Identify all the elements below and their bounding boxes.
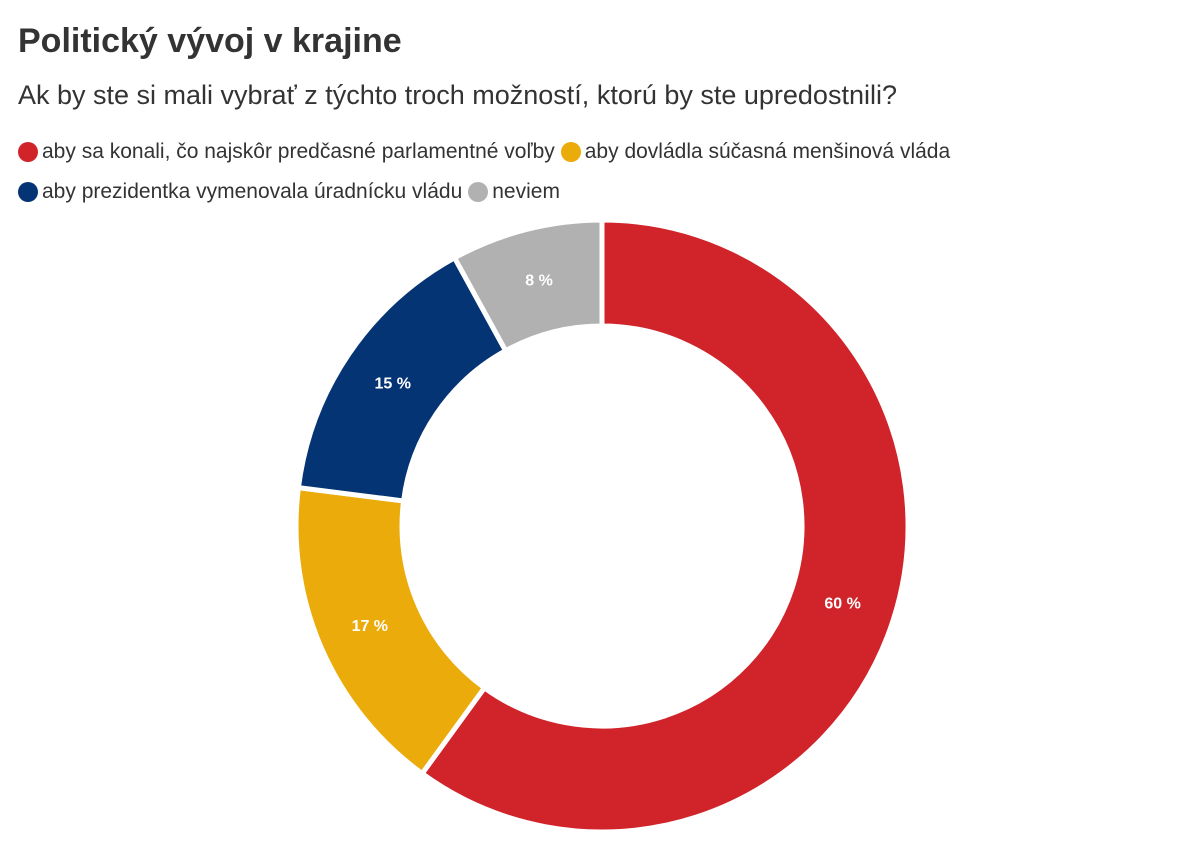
slice-1[interactable]: [293, 485, 487, 777]
slice-label-3: 8 %: [525, 272, 553, 289]
slice-0[interactable]: [419, 217, 911, 835]
legend-label: neviem: [492, 180, 560, 203]
slice-label-2: 15 %: [375, 375, 411, 392]
legend-dot-gray: [468, 182, 489, 202]
legend-label: aby sa konali, čo najskôr predčasné parl…: [42, 140, 555, 163]
donut-chart: 60 % 17 % 15 % 8 %: [293, 217, 911, 835]
legend-dot-red: [18, 142, 38, 162]
legend-dot-yellow: [560, 142, 581, 162]
legend-dot-blue: [18, 182, 38, 202]
legend-item-neviem[interactable]: neviem: [468, 180, 560, 204]
slice-label-1: 17 %: [352, 618, 388, 635]
chart-title: Politický vývoj v krajine: [18, 22, 402, 60]
slice-3[interactable]: [452, 217, 605, 354]
slice-label-0: 60 %: [824, 596, 860, 613]
legend-item-mensinova-vlada[interactable]: aby dovládla súčasná menšinová vláda: [560, 140, 951, 164]
legend-label: aby prezidentka vymenovala úradnícku vlá…: [42, 180, 463, 203]
legend-item-predcasne-volby[interactable]: aby sa konali, čo najskôr predčasné parl…: [18, 140, 555, 164]
legend-item-uradnicka-vlada[interactable]: aby prezidentka vymenovala úradnícku vlá…: [18, 180, 462, 204]
legend: aby sa konali, čo najskôr predčasné parl…: [18, 140, 1178, 204]
legend-label: aby dovládla súčasná menšinová vláda: [584, 140, 951, 163]
chart-subtitle: Ak by ste si mali vybrať z týchto troch …: [18, 80, 897, 110]
